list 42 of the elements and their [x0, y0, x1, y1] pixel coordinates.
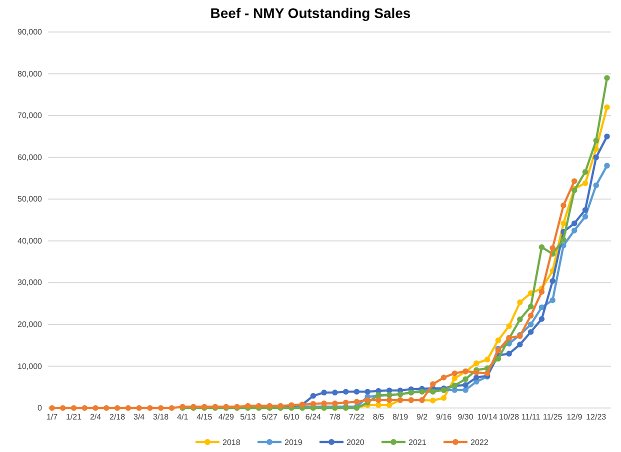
x-tick-label: 9/16 [436, 412, 452, 422]
x-tick-label: 1/7 [46, 412, 58, 422]
legend-label: 2022 [470, 438, 489, 447]
x-tick-label: 6/10 [284, 412, 300, 422]
x-tick-label: 6/24 [305, 412, 322, 422]
y-tick-label: 50,000 [18, 194, 43, 204]
y-tick-label: 40,000 [18, 236, 43, 246]
y-tick-label: 0 [38, 404, 43, 413]
x-tick-label: 9/30 [458, 412, 474, 422]
x-tick-label: 2/4 [90, 412, 102, 422]
y-tick-label: 30,000 [18, 278, 43, 288]
x-tick-label: 9/2 [416, 412, 428, 422]
legend-label: 2018 [222, 438, 241, 447]
y-tick-label: 10,000 [18, 362, 43, 371]
legend-label: 2021 [408, 438, 427, 447]
x-tick-label: 8/19 [392, 412, 409, 422]
x-tick-label: 4/29 [218, 412, 234, 422]
chart-title: Beef - NMY Outstanding Sales [210, 5, 411, 21]
x-tick-label: 12/23 [586, 412, 607, 422]
y-tick-label: 80,000 [18, 69, 43, 78]
x-tick-label: 5/27 [262, 412, 278, 422]
x-tick-label: 7/8 [329, 412, 342, 422]
legend-label: 2020 [346, 438, 365, 447]
x-tick-label: 1/21 [66, 412, 82, 422]
x-tick-label: 2/18 [110, 412, 126, 422]
x-tick-label: 7/22 [348, 412, 366, 422]
x-tick-label: 3/18 [153, 412, 170, 422]
x-tick-label: 4/1 [177, 412, 189, 422]
x-tick-label: 12/9 [566, 412, 583, 422]
x-tick-label: 11/25 [542, 412, 563, 422]
x-tick-label: 8/5 [372, 412, 385, 422]
x-tick-label: 5/13 [240, 412, 256, 422]
x-tick-label: 11/11 [521, 412, 541, 422]
x-tick-label: 4/15 [196, 412, 213, 422]
y-tick-label: 90,000 [18, 28, 43, 37]
x-tick-label: 10/14 [477, 412, 498, 422]
y-tick-label: 70,000 [18, 111, 43, 120]
x-tick-label: 10/28 [499, 412, 520, 422]
y-tick-label: 20,000 [18, 320, 43, 330]
x-tick-label: 3/4 [133, 412, 146, 422]
y-tick-label: 60,000 [18, 152, 43, 162]
legend-label: 2019 [284, 438, 303, 447]
